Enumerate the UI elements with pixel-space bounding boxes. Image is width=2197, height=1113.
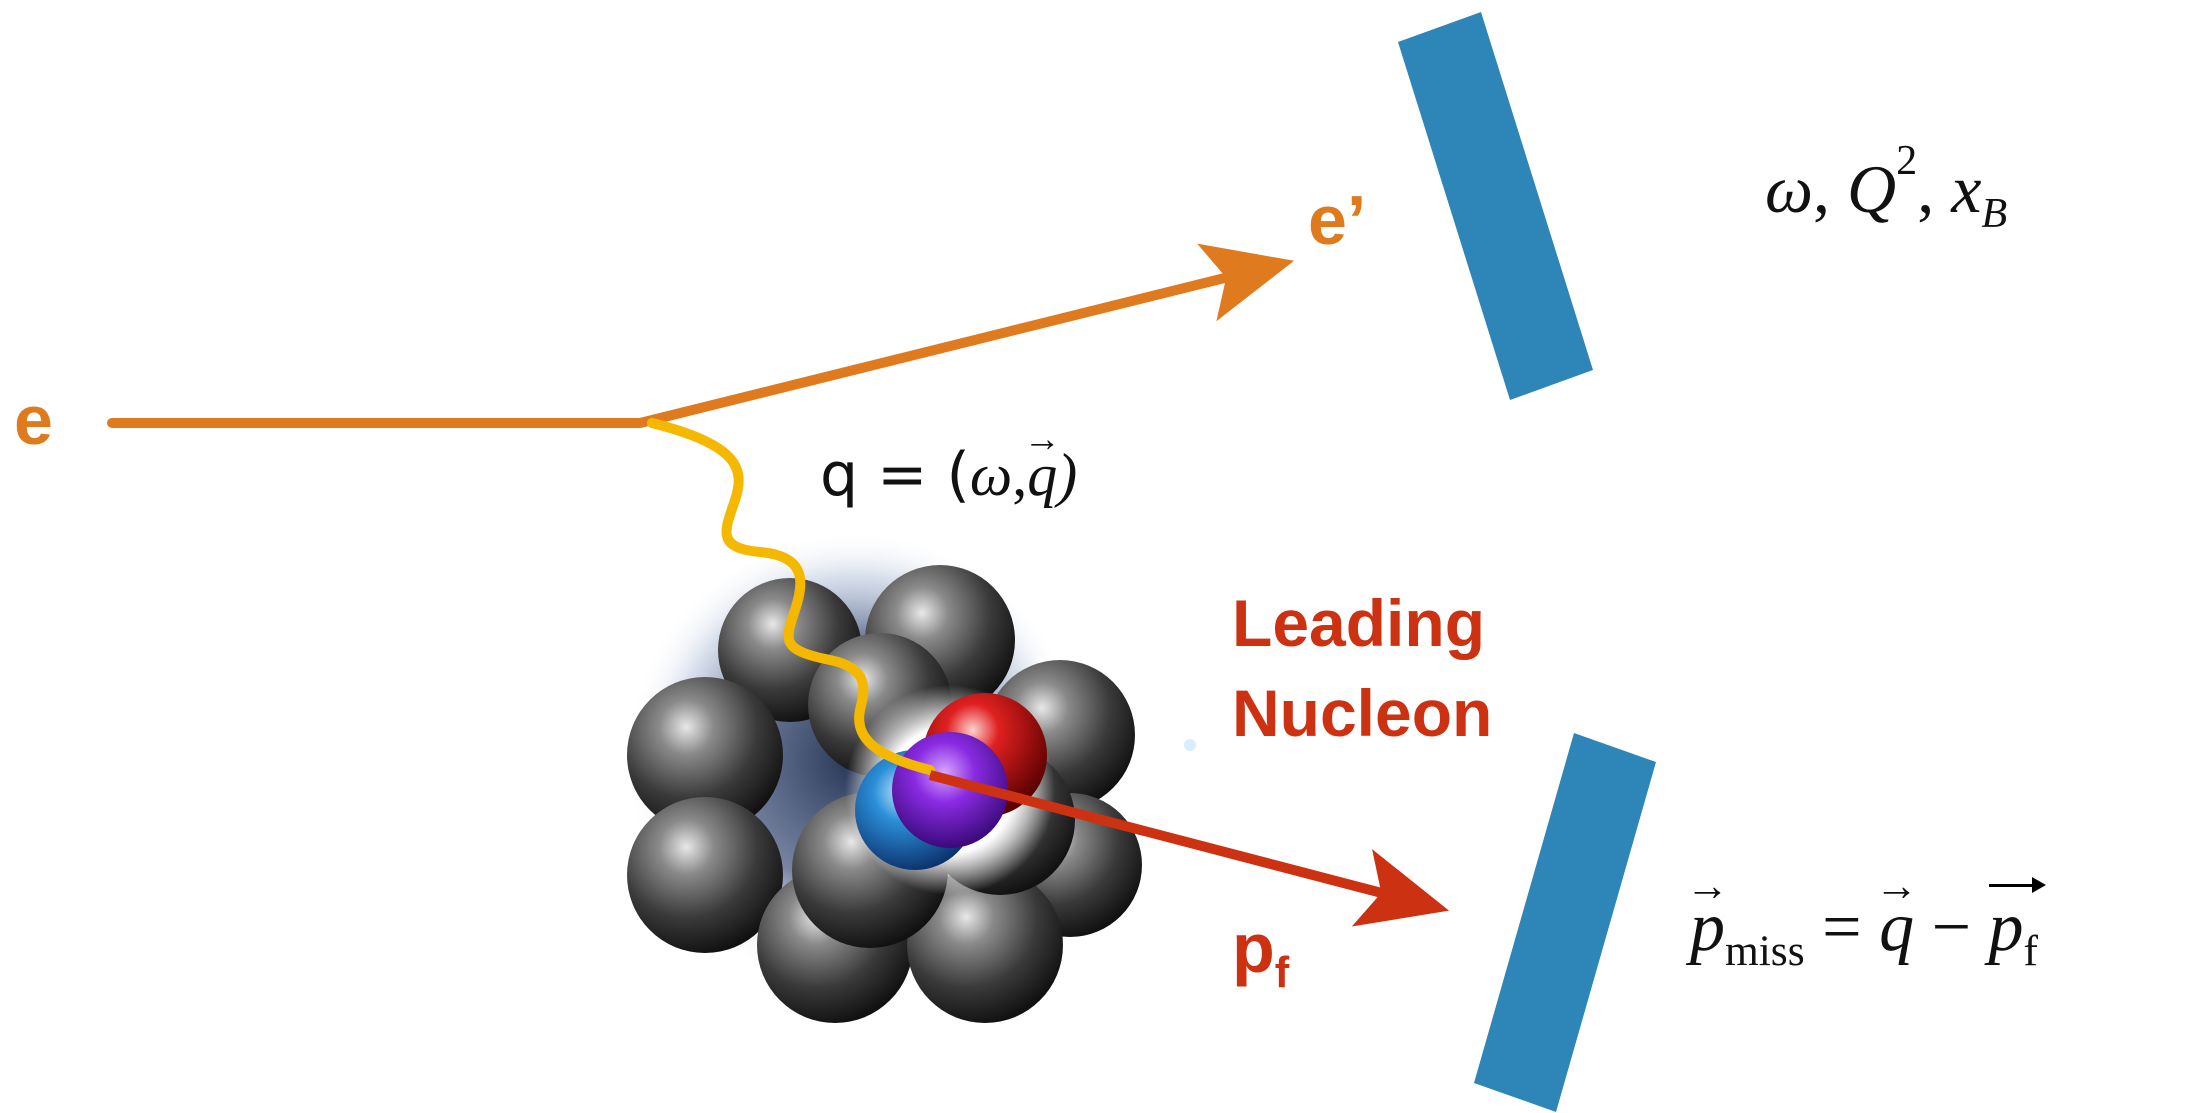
leading-nucleon-label-line1: Leading: [1232, 586, 1486, 660]
pf-label-sub: f: [1274, 949, 1290, 998]
pmiss-pf-vector: pf: [1988, 876, 2047, 976]
kinematics-Q: Q: [1847, 151, 1897, 227]
pmiss-pf: p: [1988, 889, 2024, 966]
pf-label: pf: [1232, 908, 1289, 998]
kinematics-sep1: ,: [1813, 151, 1848, 227]
pmiss-pf-sub: f: [2023, 927, 2038, 976]
photon-label-suffix: ): [1057, 442, 1078, 508]
pmiss-minus: −: [1914, 889, 1989, 966]
pmiss-equals: =: [1804, 889, 1880, 966]
kinematics-x: x: [1951, 151, 1982, 227]
outgoing-electron-label: e’: [1308, 181, 1367, 259]
detector-slab-icon: [1398, 12, 1593, 400]
outgoing-electron-arrow: [638, 243, 1295, 428]
kinematics-Q-sup: 2: [1896, 137, 1918, 185]
detector-slab-icon: [1474, 733, 1656, 1112]
leading-nucleon-arrow: [928, 770, 1450, 927]
nucleus-cluster-icon: [625, 530, 1196, 1023]
pmiss-p: p: [1690, 888, 1725, 968]
leading-nucleon-label-line2: Nucleon: [1232, 676, 1493, 750]
photon-label-q: q: [1027, 441, 1057, 510]
photon-label: q = (ω,q): [820, 440, 1077, 510]
virtual-photon-line: [647, 418, 935, 775]
pmiss-equation: pmiss = q − pf: [1690, 876, 2047, 976]
incoming-electron-label: e: [14, 381, 53, 459]
kinematics-x-sub: B: [1981, 189, 2008, 237]
photon-label-prefix: q = (: [820, 440, 970, 510]
pmiss-sub: miss: [1725, 927, 1805, 976]
pmiss-q: q: [1879, 888, 1914, 968]
kinematics-omega: ω: [1765, 151, 1814, 227]
kinematics-sep2: ,: [1917, 151, 1952, 227]
photon-label-omega: ω: [969, 442, 1013, 508]
pf-label-main: p: [1232, 909, 1275, 987]
kinematics-label: ω, Q2, xB: [1765, 139, 2008, 238]
